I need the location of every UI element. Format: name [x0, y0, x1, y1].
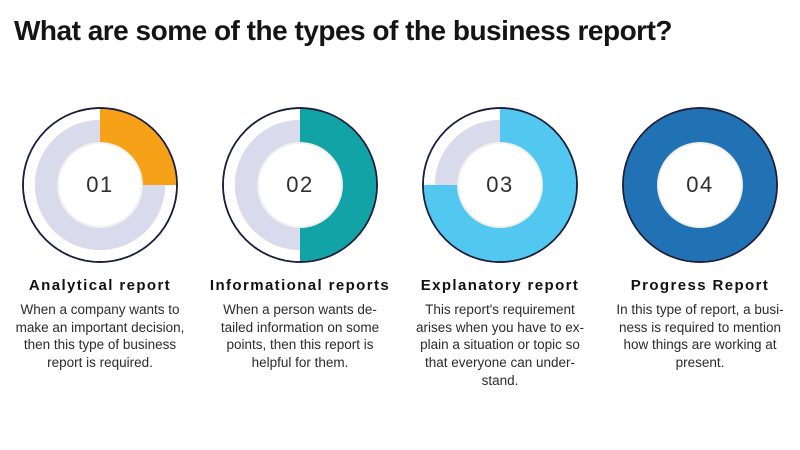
- report-type-heading: Informational reports: [209, 276, 391, 294]
- report-type-card: 03 Explanatory report This report's requ…: [400, 106, 600, 390]
- report-type-description: When a company wants to make an importan…: [15, 301, 185, 371]
- donut-chart: 02: [221, 106, 379, 264]
- donut-number: 03: [486, 171, 514, 197]
- report-type-description: This report's requirement arises when yo…: [415, 301, 585, 389]
- report-type-card: 04 Progress Report In this type of repor…: [600, 106, 800, 390]
- donut-number: 02: [286, 171, 314, 197]
- donut-number: 01: [86, 171, 114, 197]
- report-type-description: When a person wants de- tailed informati…: [220, 301, 380, 371]
- donut-ring-graphic: [222, 106, 378, 263]
- report-types-row: 01 Analytical report When a company want…: [0, 106, 800, 390]
- donut-chart: 03: [421, 106, 579, 264]
- donut-ring-graphic: [622, 106, 778, 263]
- donut-ring-graphic: [22, 106, 178, 263]
- donut-number: 04: [686, 171, 714, 197]
- report-type-description: In this type of report, a busi- ness is …: [616, 301, 784, 371]
- report-type-card: 01 Analytical report When a company want…: [0, 106, 200, 390]
- report-type-heading: Analytical report: [28, 276, 172, 294]
- donut-ring-graphic: [422, 106, 578, 263]
- report-type-heading: Progress Report: [630, 276, 770, 294]
- report-type-heading: Explanatory report: [420, 276, 580, 294]
- donut-chart: 04: [621, 106, 779, 264]
- donut-chart: 01: [21, 106, 179, 264]
- page-title: What are some of the types of the busine…: [14, 15, 673, 46]
- report-type-card: 02 Informational reports When a person w…: [200, 106, 400, 390]
